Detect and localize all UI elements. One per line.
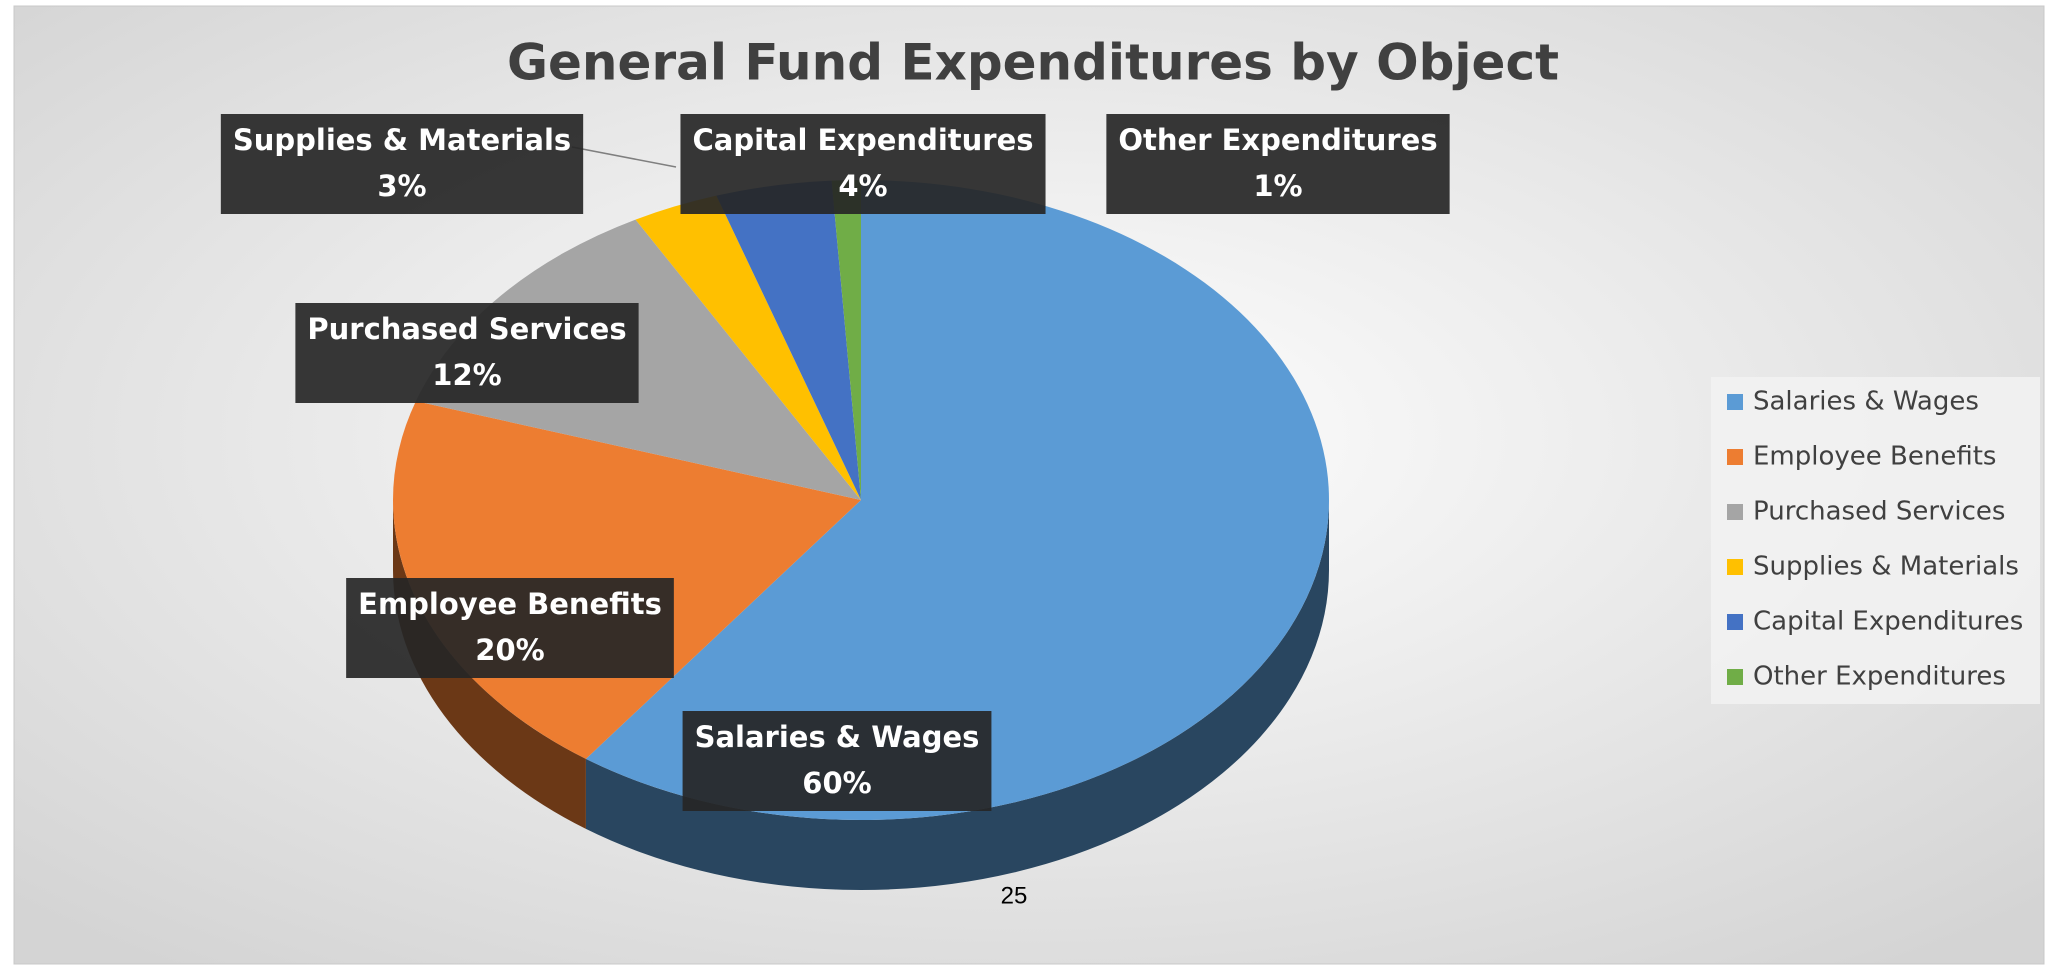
legend-label: Purchased Services	[1753, 497, 2005, 527]
chart-title: General Fund Expenditures by Object	[507, 34, 1559, 92]
data-label-name: Other Expenditures	[1118, 123, 1437, 157]
slice	[831, 180, 861, 500]
legend-swatch	[1727, 449, 1743, 465]
data-label-box	[220, 114, 584, 214]
legend-label: Other Expenditures	[1753, 662, 2006, 692]
leader-line	[571, 146, 677, 168]
slice	[716, 180, 861, 500]
data-label-name: Employee Benefits	[358, 587, 662, 621]
data-label-value: 20%	[475, 633, 544, 667]
data-label-box	[1106, 114, 1450, 214]
legend: Salaries & Wages Employee Benefits Purchas…	[1727, 387, 2023, 692]
data-label-value: 12%	[432, 358, 501, 392]
legend-label: Capital Expenditures	[1753, 607, 2023, 637]
data-label-value: 3%	[377, 169, 426, 203]
legend-swatch	[1727, 559, 1743, 575]
data-label-name: Capital Expenditures	[692, 123, 1033, 157]
legend-swatch	[1727, 614, 1743, 630]
data-label-box	[682, 711, 992, 811]
legend-label: Supplies & Materials	[1753, 552, 2019, 582]
legend-label: Salaries & Wages	[1753, 387, 1979, 417]
data-label-name: Supplies & Materials	[233, 123, 571, 157]
data-labels: Salaries & Wages 60% Employee Benefits 20% P…	[220, 114, 1450, 811]
data-label-value: 1%	[1253, 169, 1302, 203]
page-number: 25	[1001, 882, 1028, 909]
slice	[585, 180, 1329, 820]
data-label-name: Salaries & Wages	[695, 720, 980, 754]
legend-box	[1711, 377, 2040, 704]
slice-side	[393, 500, 586, 829]
data-label-box	[346, 578, 674, 678]
data-label-box	[680, 114, 1046, 214]
pie-sides	[393, 500, 1329, 890]
slice-side	[585, 500, 1329, 890]
data-label-box	[295, 303, 639, 403]
legend-swatch	[1727, 394, 1743, 410]
data-label-value: 60%	[802, 766, 871, 800]
legend-label: Employee Benefits	[1753, 442, 1996, 472]
data-label-value: 4%	[838, 169, 887, 203]
slice	[635, 195, 861, 500]
data-label-name: Purchased Services	[307, 312, 626, 346]
legend-swatch	[1727, 504, 1743, 520]
legend-swatch	[1727, 669, 1743, 685]
